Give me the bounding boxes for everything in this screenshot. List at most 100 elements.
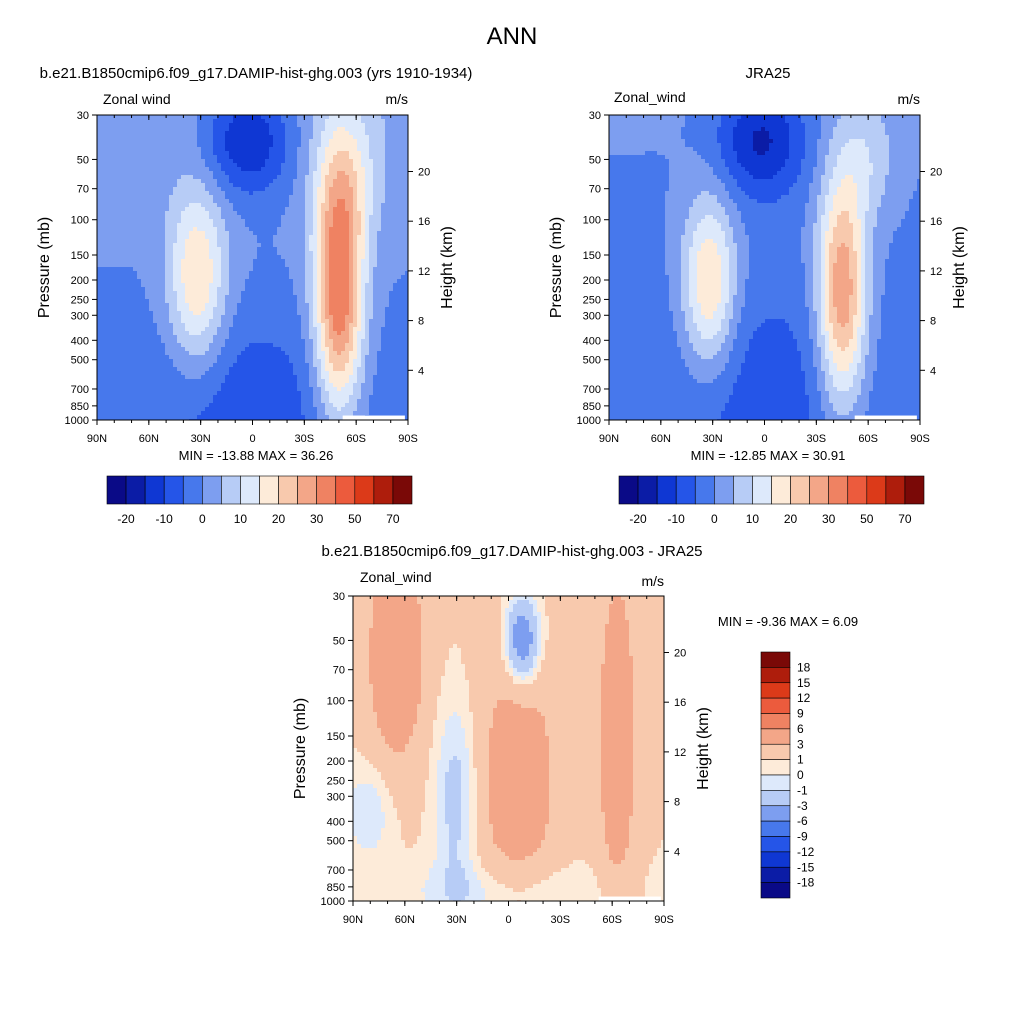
field-cell: [285, 275, 290, 280]
field-cell: [341, 295, 346, 300]
field-cell: [265, 219, 270, 224]
field-cell: [105, 383, 110, 388]
field-cell: [117, 347, 122, 352]
field-cell: [293, 379, 298, 384]
field-cell: [309, 211, 314, 216]
field-cell: [341, 219, 346, 224]
field-cell: [145, 163, 150, 168]
field-cell: [241, 255, 246, 260]
field-cell: [345, 399, 350, 404]
field-cell: [161, 415, 166, 420]
field-cell: [165, 167, 170, 172]
field-cell: [333, 319, 338, 324]
field-cell: [265, 415, 270, 420]
field-cell: [169, 367, 174, 372]
field-cell: [161, 367, 166, 372]
field-cell: [149, 367, 154, 372]
field-cell: [173, 159, 178, 164]
field-cell: [109, 255, 114, 260]
field-cell: [321, 231, 326, 236]
field-cell: [321, 203, 326, 208]
field-cell: [125, 407, 130, 412]
field-cell: [181, 171, 186, 176]
field-cell: [245, 303, 250, 308]
field-cell: [337, 375, 342, 380]
field-cell: [241, 259, 246, 264]
field-cell: [201, 259, 206, 264]
field-cell: [153, 211, 158, 216]
field-cell: [105, 411, 110, 416]
field-cell: [305, 299, 310, 304]
field-cell: [245, 295, 250, 300]
field-cell: [173, 367, 178, 372]
field-cell: [305, 259, 310, 264]
field-cell: [353, 175, 358, 180]
field-cell: [293, 287, 298, 292]
field-cell: [141, 227, 146, 232]
field-cell: [185, 115, 190, 120]
field-cell: [221, 183, 226, 188]
field-cell: [173, 287, 178, 292]
field-cell: [273, 379, 278, 384]
field-cell: [269, 355, 274, 360]
field-cell: [201, 287, 206, 292]
field-cell: [193, 339, 198, 344]
field-cell: [229, 367, 234, 372]
field-cell: [137, 415, 142, 420]
field-cell: [249, 359, 254, 364]
field-cell: [97, 151, 102, 156]
field-cell: [305, 371, 310, 376]
field-cell: [197, 255, 202, 260]
field-cell: [309, 363, 314, 368]
field-cell: [305, 155, 310, 160]
field-cell: [145, 279, 150, 284]
field-cell: [185, 151, 190, 156]
field-cell: [325, 359, 330, 364]
field-cell: [257, 167, 262, 172]
field-cell: [313, 223, 318, 228]
field-cell: [97, 411, 102, 416]
field-cell: [265, 391, 270, 396]
field-cell: [261, 163, 266, 168]
field-cell: [253, 211, 258, 216]
field-cell: [241, 367, 246, 372]
field-cell: [337, 183, 342, 188]
field-cell: [277, 139, 282, 144]
field-cell: [193, 143, 198, 148]
field-cell: [249, 199, 254, 204]
field-cell: [309, 179, 314, 184]
field-cell: [249, 263, 254, 268]
field-cell: [281, 131, 286, 136]
field-cell: [237, 227, 242, 232]
field-cell: [149, 371, 154, 376]
field-cell: [337, 403, 342, 408]
field-cell: [349, 171, 354, 176]
field-cell: [221, 383, 226, 388]
field-cell: [273, 191, 278, 196]
field-cell: [277, 207, 282, 212]
field-cell: [281, 271, 286, 276]
field-cell: [165, 331, 170, 336]
field-cell: [205, 355, 210, 360]
field-cell: [213, 191, 218, 196]
field-cell: [289, 219, 294, 224]
field-cell: [281, 391, 286, 396]
field-cell: [333, 247, 338, 252]
field-cell: [149, 155, 154, 160]
field-cell: [233, 203, 238, 208]
field-cell: [269, 175, 274, 180]
field-cell: [285, 183, 290, 188]
field-cell: [185, 347, 190, 352]
field-cell: [273, 151, 278, 156]
field-cell: [245, 239, 250, 244]
field-cell: [305, 123, 310, 128]
field-cell: [105, 295, 110, 300]
field-cell: [161, 119, 166, 124]
field-cell: [237, 127, 242, 132]
field-cell: [221, 379, 226, 384]
field-cell: [313, 415, 318, 420]
field-cell: [285, 351, 290, 356]
field-cell: [221, 167, 226, 172]
field-cell: [113, 251, 118, 256]
field-cell: [333, 191, 338, 196]
